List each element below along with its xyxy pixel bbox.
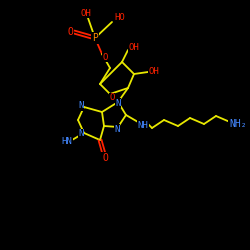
Text: P: P: [92, 33, 98, 43]
Text: OH: OH: [128, 42, 140, 51]
Text: O: O: [67, 27, 73, 37]
Text: N: N: [115, 98, 121, 108]
Text: OH: OH: [80, 8, 92, 18]
Text: O: O: [109, 94, 115, 102]
Text: O: O: [102, 153, 108, 163]
Text: HN: HN: [62, 138, 72, 146]
Text: NH₂: NH₂: [229, 119, 247, 129]
Text: NH: NH: [138, 120, 148, 130]
Text: N: N: [114, 124, 120, 134]
Text: N: N: [78, 130, 84, 138]
Text: N: N: [78, 102, 84, 110]
Text: OH: OH: [148, 66, 160, 76]
Text: O: O: [102, 52, 108, 62]
Text: HO: HO: [114, 14, 126, 22]
